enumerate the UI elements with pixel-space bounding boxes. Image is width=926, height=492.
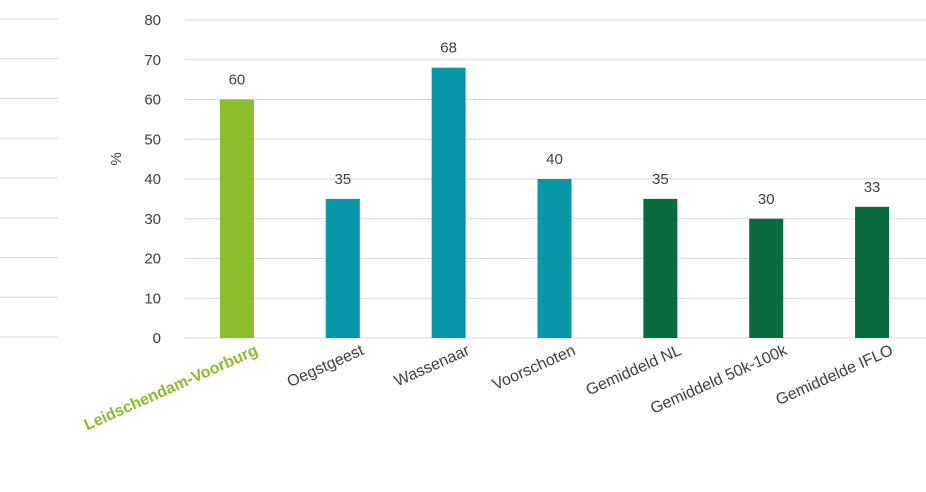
bar	[431, 67, 466, 338]
y-tick-label: 20	[144, 251, 161, 268]
y-tick-label: 70	[144, 52, 161, 69]
bar	[749, 218, 784, 338]
data-label: 40	[546, 151, 563, 168]
y-tick-label: 50	[144, 131, 161, 148]
y-tick-label: 40	[144, 171, 161, 188]
category-label: Leidschendam-Voorburg	[82, 342, 261, 434]
bars	[219, 67, 890, 338]
bar	[325, 198, 360, 338]
y-tick-label: 10	[144, 290, 161, 307]
category-label: Wassenaar	[392, 342, 473, 390]
left-panel-gridlines	[0, 18, 58, 338]
y-axis-label: %	[108, 152, 125, 165]
y-tick-label: 0	[153, 330, 161, 347]
category-label: Gemiddeld NL	[584, 342, 684, 399]
y-axis-ticks: 0 10 20 30 40 50 60 70 80	[144, 12, 161, 347]
data-label: 35	[334, 171, 351, 188]
bar	[537, 179, 572, 338]
category-label: Gemiddelde IFLO	[773, 342, 895, 409]
data-label: 68	[440, 40, 457, 57]
bar	[643, 198, 678, 338]
y-tick-label: 30	[144, 211, 161, 228]
category-label: Voorschoten	[490, 342, 578, 394]
data-label: 60	[229, 72, 246, 89]
data-label: 30	[758, 191, 775, 208]
bar	[219, 99, 254, 338]
bar	[855, 206, 890, 338]
y-tick-label: 60	[144, 92, 161, 109]
y-tick-label: 80	[144, 12, 161, 29]
data-labels: 60 35 68 40 35 30 33	[229, 40, 881, 208]
category-labels: Leidschendam-Voorburg Oegstgeest Wassenaar…	[82, 342, 896, 434]
data-label: 33	[864, 179, 881, 196]
category-label: Oegstgeest	[285, 342, 367, 391]
data-label: 35	[652, 171, 669, 188]
